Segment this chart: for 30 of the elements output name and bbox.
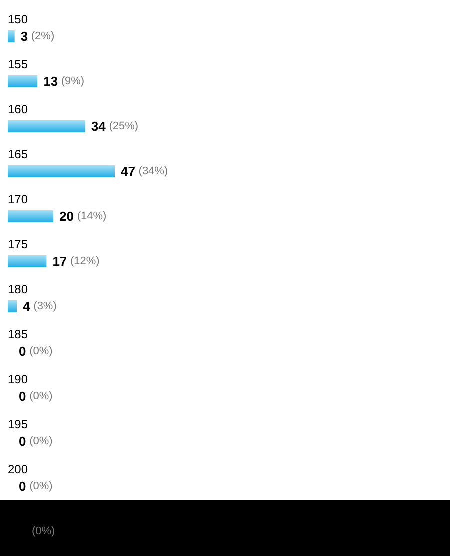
data-label: (0%) bbox=[32, 526, 56, 538]
y-tick-label: 170 bbox=[8, 192, 28, 206]
bar bbox=[8, 120, 86, 132]
data-label: 0 (0%) bbox=[19, 434, 53, 449]
y-tick-label: 180 bbox=[8, 282, 28, 296]
y-tick-label: 160 bbox=[8, 102, 28, 116]
y-tick-label: 190 bbox=[8, 372, 28, 386]
bar bbox=[8, 166, 115, 178]
bar bbox=[8, 300, 18, 312]
data-label: 17 (12%) bbox=[52, 254, 100, 269]
data-label: 4 (3%) bbox=[23, 299, 57, 314]
data-label: 0 (0%) bbox=[19, 479, 53, 494]
y-tick-label: 155 bbox=[8, 58, 28, 72]
data-label: 13 (9%) bbox=[44, 74, 85, 89]
bar bbox=[8, 256, 47, 268]
bar bbox=[8, 210, 54, 222]
data-label: 20 (14%) bbox=[60, 209, 107, 224]
y-tick-label: 195 bbox=[8, 418, 28, 432]
data-label: 47 (34%) bbox=[121, 164, 168, 179]
data-label: 34 (25%) bbox=[91, 119, 139, 134]
data-label: 0 (0%) bbox=[19, 389, 53, 404]
y-tick-label: 175 bbox=[8, 238, 28, 252]
y-tick-label: 185 bbox=[8, 328, 28, 342]
bar bbox=[8, 30, 15, 42]
y-tick-label: 200 bbox=[8, 462, 28, 476]
data-label: 3 (2%) bbox=[20, 29, 55, 44]
y-tick-label: 150 bbox=[8, 12, 28, 26]
data-label: 0 (0%) bbox=[19, 344, 53, 359]
y-tick-label: 165 bbox=[8, 148, 28, 162]
bar bbox=[8, 76, 38, 88]
